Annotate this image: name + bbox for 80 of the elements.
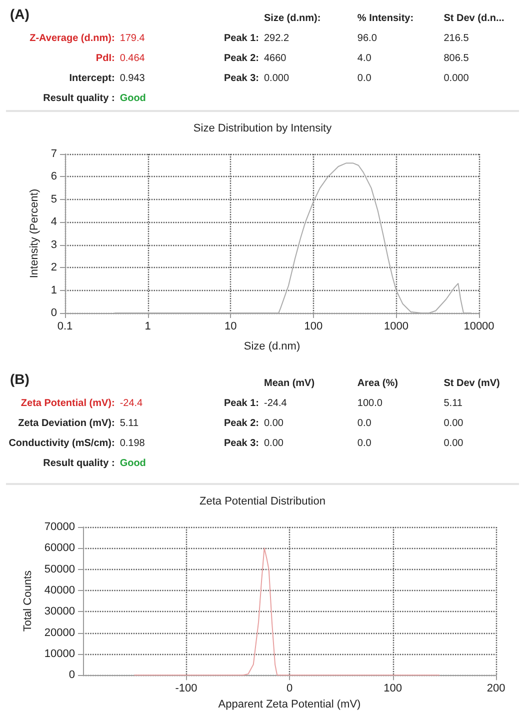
text: Zeta Potential (mV): bbox=[20, 396, 116, 410]
text: 100.0 bbox=[357, 396, 384, 410]
y-axis-title: Total Counts bbox=[22, 570, 34, 632]
text: 0.198 bbox=[120, 436, 146, 450]
x-tick-label: 1000 bbox=[384, 320, 408, 332]
y-tick-label: 1 bbox=[50, 284, 57, 296]
text: 4660 bbox=[264, 52, 288, 66]
text: 806.5 bbox=[444, 52, 470, 66]
y-tick-label: 0 bbox=[68, 669, 75, 682]
text: (B) bbox=[10, 371, 30, 387]
text: 96.0 bbox=[357, 32, 378, 46]
text: 0.0 bbox=[357, 72, 372, 86]
x-tick-label: 100 bbox=[304, 320, 323, 332]
y-tick-label: 10000 bbox=[44, 648, 75, 660]
y-tick-label: 3 bbox=[50, 238, 57, 251]
y-tick-label: 30000 bbox=[44, 606, 75, 618]
text: Peak 1: bbox=[222, 32, 260, 46]
text: Good bbox=[120, 92, 147, 106]
text: 0.00 bbox=[444, 416, 464, 430]
y-tick-label: 70000 bbox=[44, 521, 75, 533]
y-tick-label: 6 bbox=[50, 170, 57, 183]
y-axis-title: Intensity (Percent) bbox=[28, 188, 40, 278]
text: 0.00 bbox=[264, 416, 284, 430]
y-tick-label: 7 bbox=[50, 148, 57, 160]
y-tick-label: 20000 bbox=[44, 626, 75, 639]
text: Peak 3: bbox=[222, 436, 260, 450]
text: (A) bbox=[10, 6, 30, 22]
y-tick-label: 40000 bbox=[44, 584, 75, 596]
x-tick-label: 200 bbox=[486, 682, 506, 695]
text: % Intensity: bbox=[357, 12, 415, 26]
text: 0.00 bbox=[444, 436, 464, 450]
x-tick-label: 10000 bbox=[464, 320, 494, 332]
text: 179.4 bbox=[120, 32, 146, 46]
x-tick-label: 1 bbox=[144, 320, 151, 332]
x-tick-label: 100 bbox=[384, 682, 402, 695]
text: 0.0 bbox=[357, 416, 372, 430]
y-tick-label: 2 bbox=[50, 262, 57, 274]
chart-title: Zeta Potential Distribution bbox=[200, 496, 326, 508]
text: Intercept: bbox=[68, 72, 116, 86]
x-axis-title: Size (d.nm) bbox=[244, 340, 300, 352]
text: Good bbox=[120, 456, 147, 470]
text: 4.0 bbox=[357, 52, 372, 66]
x-tick-label: -100 bbox=[175, 682, 198, 695]
text: 0.000 bbox=[264, 72, 290, 86]
text: Peak 2: bbox=[222, 416, 260, 430]
text: Conductivity (mS/cm): bbox=[8, 436, 116, 450]
text: Peak 3: bbox=[222, 72, 260, 86]
text: Mean (mV) bbox=[264, 376, 316, 390]
chart-title: Size Distribution by Intensity bbox=[193, 122, 332, 134]
x-tick-label: 0 bbox=[286, 682, 293, 695]
text: Area (%) bbox=[357, 376, 399, 390]
text: Result quality : bbox=[42, 92, 116, 106]
text: 0.000 bbox=[444, 72, 470, 86]
y-tick-label: 0 bbox=[50, 307, 57, 319]
text: 216.5 bbox=[444, 32, 470, 46]
x-tick-label: 0.1 bbox=[57, 320, 73, 332]
text: Z-Average (d.nm): bbox=[28, 32, 116, 46]
x-axis-title: Apparent Zeta Potential (mV) bbox=[218, 698, 361, 710]
text: Zeta Deviation (mV): bbox=[17, 416, 116, 430]
x-tick-label: 10 bbox=[224, 320, 237, 332]
text: 5.11 bbox=[120, 416, 140, 430]
text: PdI: bbox=[94, 52, 116, 66]
text: 5.11 bbox=[444, 396, 464, 410]
y-tick-label: 60000 bbox=[44, 542, 75, 554]
text: St Dev (mV) bbox=[444, 376, 501, 390]
text: Peak 2: bbox=[222, 52, 260, 66]
y-tick-label: 5 bbox=[50, 193, 57, 206]
text: 292.2 bbox=[264, 32, 290, 46]
text: 0.464 bbox=[120, 52, 146, 66]
text: Result quality : bbox=[42, 456, 116, 470]
text: -24.4 bbox=[120, 396, 144, 410]
text: 0.0 bbox=[357, 436, 372, 450]
text: St Dev (d.n... bbox=[444, 12, 506, 26]
text: -24.4 bbox=[264, 396, 288, 410]
y-tick-label: 4 bbox=[50, 216, 57, 228]
text: 0.943 bbox=[120, 72, 146, 86]
text: Peak 1: bbox=[222, 396, 260, 410]
text: 0.00 bbox=[264, 436, 284, 450]
text: Size (d.nm): bbox=[264, 12, 322, 26]
y-tick-label: 50000 bbox=[44, 563, 75, 576]
